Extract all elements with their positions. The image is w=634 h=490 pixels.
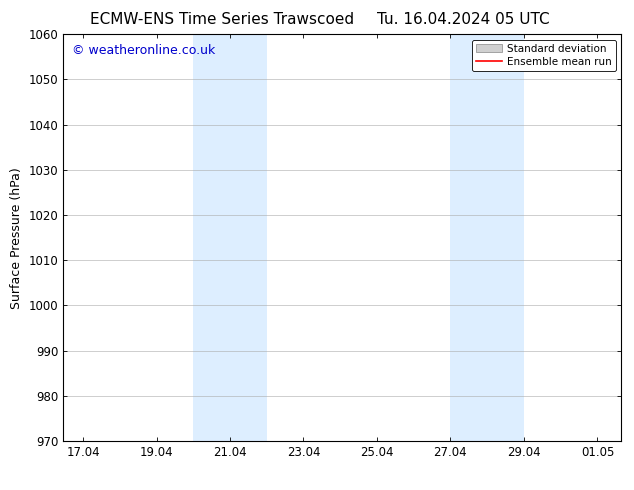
Legend: Standard deviation, Ensemble mean run: Standard deviation, Ensemble mean run: [472, 40, 616, 71]
Bar: [450, 34, 524, 441]
Text: ECMW-ENS Time Series Trawscoed: ECMW-ENS Time Series Trawscoed: [90, 12, 354, 27]
Text: © weatheronline.co.uk: © weatheronline.co.uk: [72, 45, 215, 57]
Y-axis label: Surface Pressure (hPa): Surface Pressure (hPa): [10, 167, 23, 309]
Text: Tu. 16.04.2024 05 UTC: Tu. 16.04.2024 05 UTC: [377, 12, 549, 27]
Bar: [193, 34, 267, 441]
